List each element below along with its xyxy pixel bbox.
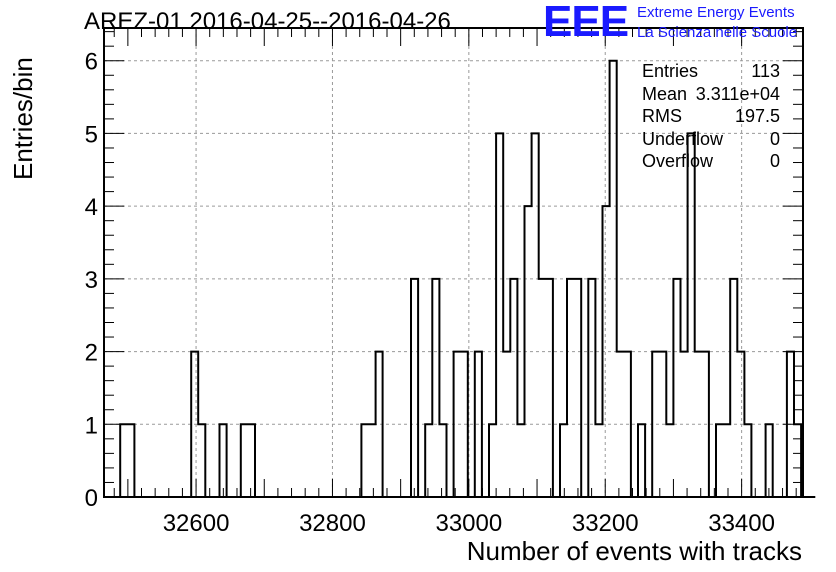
- logo-line-1: Extreme Energy Events: [637, 4, 795, 21]
- logo-line-2: La Scienza nelle Scuole: [637, 24, 798, 41]
- x-tick-label: 33200: [572, 510, 639, 537]
- stats-row-rms: RMS 197.5: [642, 105, 780, 128]
- y-tick-label: 4: [85, 194, 98, 221]
- stats-key: Entries: [642, 61, 699, 81]
- stats-box: Entries 113 Mean 3.311e+04 RMS 197.5 Underf…: [642, 60, 780, 173]
- eee-logo: EEE: [543, 0, 629, 46]
- x-tick-label: 32800: [299, 510, 366, 537]
- histogram-line: [106, 59, 816, 498]
- stats-row-mean: Mean 3.311e+04: [642, 83, 780, 106]
- x-tick-label: 33000: [435, 510, 502, 537]
- stats-key: Overflow: [642, 151, 714, 171]
- axes: 0 1 2 3 4 5 6 32600 32800 33000 33200 33400: [85, 27, 804, 537]
- y-axis-label: Entries/bin: [8, 57, 38, 180]
- chart-title: AREZ-01 2016-04-25--2016-04-26: [84, 8, 451, 35]
- x-axis-label: Number of events with tracks: [466, 536, 802, 566]
- y-tick-label: 5: [85, 121, 98, 148]
- stats-value: 0: [769, 128, 780, 149]
- stats-key: Underflow: [642, 128, 724, 149]
- y-tick-label: 2: [85, 340, 98, 367]
- stats-row-underflow: Underflow 0: [642, 128, 780, 151]
- y-tick-label: 3: [85, 267, 98, 294]
- x-tick-label: 33400: [708, 510, 775, 537]
- stats-key: RMS: [642, 106, 682, 126]
- stats-row-entries: Entries 113: [642, 60, 780, 83]
- y-tick-label: 1: [85, 412, 98, 439]
- histogram-series: [106, 59, 816, 498]
- stats-key: Mean: [642, 83, 688, 104]
- x-tick-label: 32600: [163, 510, 230, 537]
- stats-value: 0: [769, 151, 780, 171]
- stats-row-overflow: Overflow 0: [642, 150, 780, 173]
- grid-lines: [104, 28, 803, 497]
- y-tick-label: 0: [85, 485, 98, 512]
- stats-value: 197.5: [734, 106, 780, 126]
- stats-value: 3.311e+04: [695, 83, 780, 104]
- plot-frame: [103, 27, 804, 498]
- y-tick-label: 6: [85, 49, 98, 76]
- stats-value: 113: [751, 61, 780, 81]
